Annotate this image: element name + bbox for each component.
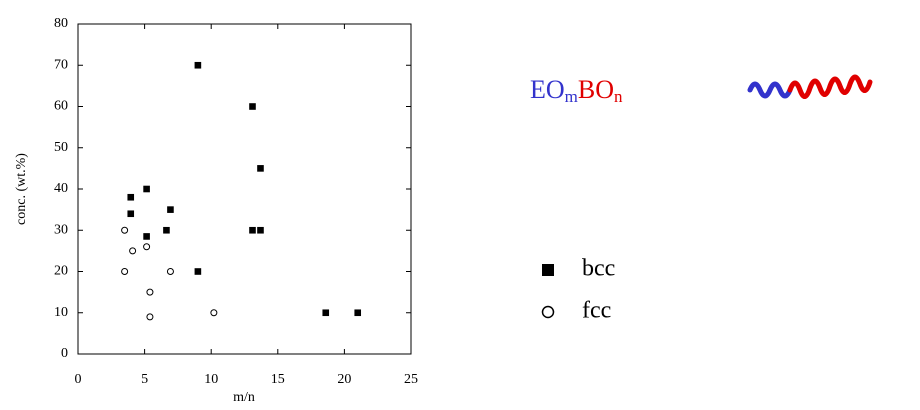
point — [127, 193, 135, 201]
y-tick-label: 60 — [54, 99, 68, 114]
point — [121, 226, 129, 234]
x-tick-label: 15 — [271, 372, 285, 387]
y-tick-label: 70 — [54, 57, 68, 72]
x-tick-label: 5 — [141, 372, 148, 387]
annotation-part: BO — [578, 75, 614, 104]
point — [354, 309, 362, 317]
annotation-part: m — [565, 87, 578, 106]
y-tick-label: 10 — [54, 305, 68, 320]
point — [257, 165, 264, 172]
x-axis-label: m/n — [233, 390, 255, 405]
point — [166, 268, 174, 275]
x-tick-label: 20 — [337, 372, 351, 387]
point — [146, 288, 154, 296]
legend-label: bcc — [582, 256, 615, 282]
point — [143, 243, 151, 251]
annotation: EOmBOn — [530, 75, 623, 106]
y-tick-label: 50 — [54, 140, 68, 155]
y-tick-label: 20 — [54, 264, 68, 279]
plot-frame — [77, 23, 412, 355]
point — [257, 226, 264, 234]
polymer-block-bo — [787, 74, 873, 99]
annotation-part: EO — [530, 75, 565, 104]
point — [194, 268, 202, 275]
y-tick-label: 30 — [54, 222, 68, 237]
polymer-block-eo — [747, 81, 793, 99]
y-tick-label: 80 — [54, 16, 68, 31]
legend-marker — [542, 264, 554, 276]
point — [129, 247, 137, 255]
x-tick-label: 25 — [404, 372, 418, 387]
x-tick-label: 0 — [75, 372, 82, 387]
point — [143, 233, 150, 240]
point — [127, 210, 135, 218]
point — [163, 226, 170, 234]
x-tick-label: 10 — [204, 372, 218, 387]
point — [167, 206, 174, 213]
legend-label: fcc — [582, 298, 611, 324]
point — [143, 185, 150, 193]
y-tick-label: 0 — [61, 346, 68, 361]
point — [249, 226, 256, 234]
y-axis-label: conc. (wt.%) — [14, 153, 29, 225]
y-tick-label: 40 — [54, 181, 68, 196]
point — [146, 313, 154, 321]
point — [249, 103, 256, 110]
point — [322, 309, 330, 317]
point — [210, 309, 218, 317]
annotation-part: n — [614, 87, 623, 106]
point — [121, 268, 129, 275]
point — [194, 61, 202, 69]
legend-marker — [541, 305, 555, 319]
